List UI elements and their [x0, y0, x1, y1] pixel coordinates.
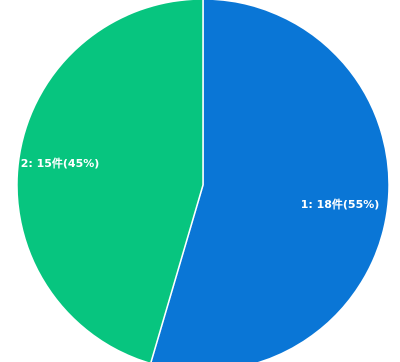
slice-label-1: 1: 18件(55%)	[301, 197, 380, 211]
pie-labels: 1: 18件(55%) 2: 15件(45%)	[21, 156, 380, 211]
pie-slice-2	[16, 0, 204, 362]
pie-slices	[16, 0, 390, 362]
slice-label-2: 2: 15件(45%)	[21, 156, 100, 170]
pie-slice-1	[150, 0, 390, 362]
